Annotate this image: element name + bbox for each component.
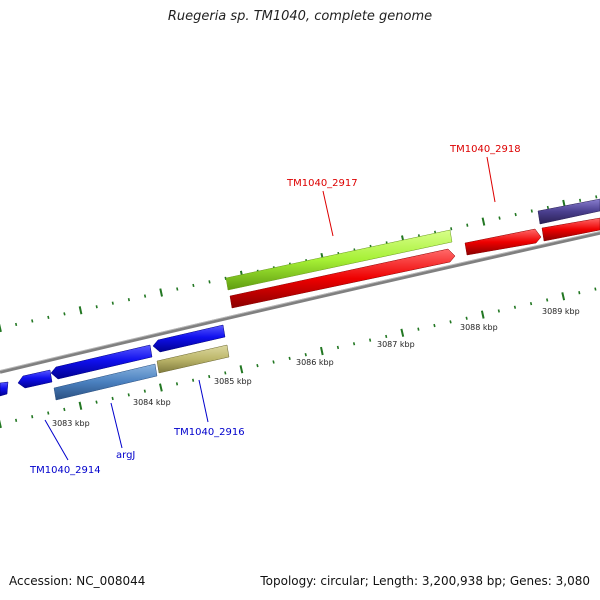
upper-track-minor-tick bbox=[111, 301, 114, 305]
leader-tm1040-2917 bbox=[322, 190, 334, 237]
lower-track-major-tick bbox=[0, 419, 2, 429]
upper-track-minor-tick bbox=[31, 319, 34, 323]
lower-track-minor-tick bbox=[465, 316, 468, 320]
label-tm1040-2916: TM1040_2916 bbox=[173, 427, 245, 438]
kbp-label-3087: 3087 kbp bbox=[377, 340, 415, 349]
upper-track-minor-tick bbox=[530, 209, 533, 213]
lower-track-major-tick bbox=[78, 401, 83, 410]
lower-track-minor-tick bbox=[417, 327, 420, 331]
kbp-label-3089: 3089 kbp bbox=[542, 307, 580, 316]
gene-argj[interactable] bbox=[53, 363, 158, 401]
lower-track-minor-tick bbox=[127, 393, 130, 397]
gene-tm1040-2918-red[interactable] bbox=[464, 228, 542, 256]
kbp-label-3083: 3083 kbp bbox=[52, 419, 90, 428]
lower-track-minor-tick bbox=[63, 407, 66, 412]
label-tm1040-2914: TM1040_2914 bbox=[29, 465, 101, 476]
upper-track-minor-tick bbox=[127, 298, 130, 302]
lower-track-minor-tick bbox=[529, 302, 533, 306]
lower-track-major-tick bbox=[239, 365, 244, 374]
upper-track-minor-tick bbox=[192, 283, 195, 288]
lower-track-minor-tick bbox=[369, 338, 372, 342]
leader-tm1040-2914 bbox=[44, 419, 69, 461]
gene-tm1040-2916[interactable] bbox=[156, 344, 230, 374]
upper-track-minor-tick bbox=[498, 216, 501, 220]
gene-blue-upper-right[interactable] bbox=[152, 324, 226, 353]
leader-tm1040-2916 bbox=[198, 379, 209, 423]
lower-track-minor-tick bbox=[497, 309, 500, 313]
lower-track-minor-tick bbox=[224, 371, 227, 375]
lower-track-minor-tick bbox=[47, 411, 50, 415]
lower-track-minor-tick bbox=[304, 353, 307, 357]
upper-track-minor-tick bbox=[95, 305, 98, 309]
upper-track-major-tick bbox=[78, 306, 83, 315]
lower-track-minor-tick bbox=[449, 320, 452, 324]
kbp-label-3085: 3085 kbp bbox=[214, 377, 252, 386]
kbp-label-3086: 3086 kbp bbox=[296, 358, 334, 367]
lower-track-minor-tick bbox=[288, 356, 291, 360]
gene-blue-small[interactable] bbox=[17, 369, 53, 389]
upper-track-major-tick bbox=[159, 288, 163, 297]
lower-track-minor-tick bbox=[336, 345, 340, 350]
lower-track-minor-tick bbox=[546, 298, 549, 302]
upper-track-minor-tick bbox=[15, 322, 18, 327]
label-argj: argJ bbox=[116, 450, 135, 461]
gene-tm1040-2914[interactable] bbox=[50, 344, 153, 380]
upper-track-minor-tick bbox=[546, 205, 549, 210]
lower-track-minor-tick bbox=[513, 305, 517, 309]
kbp-label-3084: 3084 kbp bbox=[133, 398, 171, 407]
lower-track-minor-tick bbox=[352, 342, 356, 346]
label-tm1040-2918: TM1040_2918 bbox=[449, 144, 521, 155]
upper-track-minor-tick bbox=[63, 312, 66, 316]
lower-track-minor-tick bbox=[95, 400, 98, 404]
gene-navy-right[interactable] bbox=[537, 198, 600, 225]
upper-track-minor-tick bbox=[47, 315, 50, 319]
map-title: Ruegeria sp. TM1040, complete genome bbox=[167, 9, 433, 24]
leader-argj bbox=[110, 402, 123, 449]
upper-track-major-tick bbox=[481, 217, 486, 226]
upper-track-minor-tick bbox=[208, 280, 211, 284]
gene-tm1040-2917-red[interactable] bbox=[229, 248, 456, 309]
lower-track-minor-tick bbox=[594, 287, 597, 291]
upper-track-major-tick bbox=[0, 323, 2, 333]
lower-track-minor-tick bbox=[272, 360, 275, 364]
gene-blue-leftmost[interactable] bbox=[0, 381, 9, 397]
lower-track-major-tick bbox=[480, 310, 485, 319]
lower-track-major-tick bbox=[400, 328, 405, 337]
label-tm1040-2917: TM1040_2917 bbox=[286, 178, 358, 189]
kbp-label-3088: 3088 kbp bbox=[460, 323, 498, 332]
lower-track-minor-tick bbox=[143, 389, 146, 393]
upper-track-minor-tick bbox=[450, 227, 453, 231]
lower-track-minor-tick bbox=[578, 291, 581, 295]
upper-track-minor-tick bbox=[514, 212, 517, 217]
lower-track-minor-tick bbox=[15, 418, 18, 422]
lower-track-major-tick bbox=[320, 346, 324, 356]
genome-summary-text: Topology: circular; Length: 3,200,938 bp… bbox=[260, 574, 590, 588]
lower-track-minor-tick bbox=[385, 334, 388, 339]
gene-tm1040-2917-green[interactable] bbox=[225, 229, 453, 291]
upper-track-minor-tick bbox=[579, 198, 582, 202]
upper-track-minor-tick bbox=[595, 195, 598, 199]
lower-track-minor-tick bbox=[256, 364, 259, 368]
lower-tick-track bbox=[0, 287, 597, 429]
accession-text: Accession: NC_008044 bbox=[9, 574, 146, 588]
leader-tm1040-2918 bbox=[486, 156, 496, 203]
lower-track-minor-tick bbox=[111, 396, 114, 401]
lower-track-minor-tick bbox=[433, 323, 436, 328]
lower-track-major-tick bbox=[159, 383, 163, 392]
lower-track-major-tick bbox=[561, 292, 566, 301]
lower-track-minor-tick bbox=[192, 378, 195, 382]
lower-track-minor-tick bbox=[208, 374, 211, 379]
lower-track-minor-tick bbox=[175, 382, 179, 386]
gene-red-right[interactable] bbox=[541, 217, 600, 242]
upper-track-minor-tick bbox=[224, 276, 227, 280]
genome-backbone-highlight bbox=[0, 231, 600, 371]
upper-track-minor-tick bbox=[466, 223, 469, 227]
lower-track-minor-tick bbox=[31, 415, 34, 419]
upper-track-minor-tick bbox=[176, 287, 179, 291]
upper-track-minor-tick bbox=[143, 294, 147, 298]
genome-backbone bbox=[0, 231, 600, 374]
